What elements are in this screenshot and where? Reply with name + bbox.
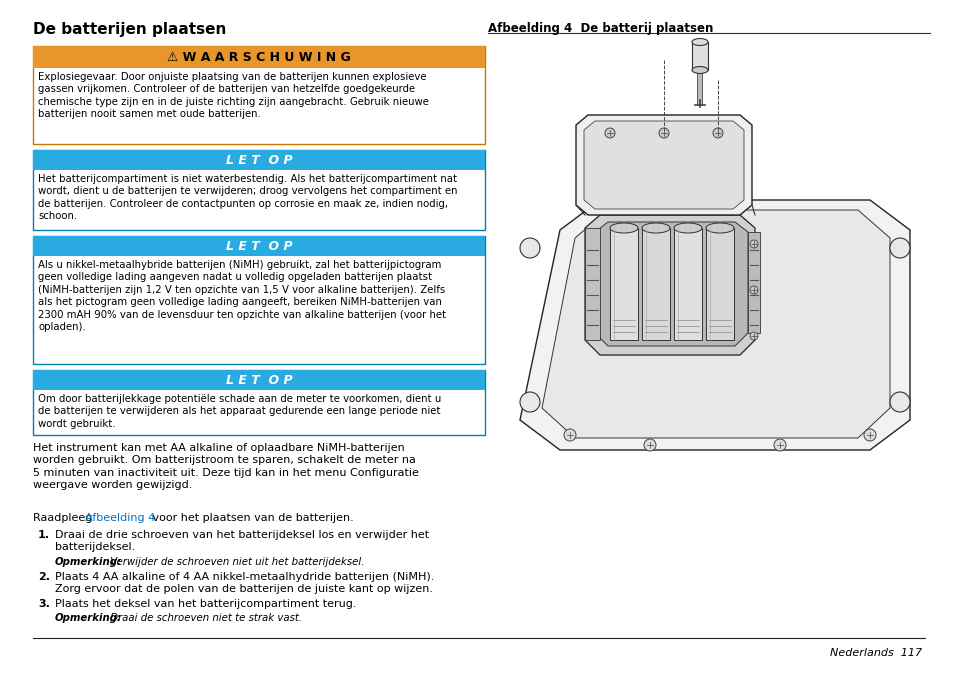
Text: Draai de drie schroeven van het batterijdeksel los en verwijder het
batterijdeks: Draai de drie schroeven van het batterij… bbox=[55, 530, 429, 553]
Text: Plaats het deksel van het batterijcompartiment terug.: Plaats het deksel van het batterijcompar… bbox=[55, 599, 356, 609]
Text: L E T  O P: L E T O P bbox=[226, 374, 292, 386]
Text: Opmerking:: Opmerking: bbox=[55, 557, 122, 567]
Text: 2.: 2. bbox=[38, 572, 50, 582]
Polygon shape bbox=[583, 121, 743, 209]
Circle shape bbox=[749, 240, 758, 248]
Polygon shape bbox=[609, 228, 638, 340]
Text: Draai de schroeven niet te strak vast.: Draai de schroeven niet te strak vast. bbox=[107, 613, 302, 623]
Bar bbox=[33, 370, 484, 435]
Bar bbox=[33, 370, 484, 390]
Text: Plaats 4 AA alkaline of 4 AA nikkel-metaalhydride batterijen (NiMH).
Zorg ervoor: Plaats 4 AA alkaline of 4 AA nikkel-meta… bbox=[55, 572, 434, 594]
Ellipse shape bbox=[705, 223, 733, 233]
Text: Afbeelding 4: Afbeelding 4 bbox=[85, 513, 155, 523]
Bar bbox=[33, 46, 484, 68]
Ellipse shape bbox=[691, 38, 707, 46]
Circle shape bbox=[863, 429, 875, 441]
Bar bbox=[33, 236, 484, 256]
Bar bbox=[33, 236, 484, 364]
Text: Afbeelding 4  De batterij plaatsen: Afbeelding 4 De batterij plaatsen bbox=[488, 22, 713, 35]
Text: 3.: 3. bbox=[38, 599, 50, 609]
Ellipse shape bbox=[673, 223, 701, 233]
Text: Het instrument kan met AA alkaline of oplaadbare NiMH-batterijen
worden gebruikt: Het instrument kan met AA alkaline of op… bbox=[33, 443, 418, 490]
Circle shape bbox=[749, 332, 758, 340]
Bar bbox=[33, 150, 484, 170]
Text: Raadpleeg: Raadpleeg bbox=[33, 513, 95, 523]
Polygon shape bbox=[641, 228, 669, 340]
Text: Opmerking:: Opmerking: bbox=[55, 613, 122, 623]
Polygon shape bbox=[697, 73, 701, 105]
Bar bbox=[33, 46, 484, 144]
Polygon shape bbox=[673, 228, 701, 340]
Circle shape bbox=[519, 392, 539, 412]
Ellipse shape bbox=[691, 67, 707, 73]
Polygon shape bbox=[584, 228, 599, 340]
Circle shape bbox=[712, 128, 722, 138]
Circle shape bbox=[519, 238, 539, 258]
Polygon shape bbox=[576, 115, 751, 215]
Ellipse shape bbox=[641, 223, 669, 233]
Polygon shape bbox=[519, 200, 909, 450]
Polygon shape bbox=[691, 42, 707, 70]
Text: voor het plaatsen van de batterijen.: voor het plaatsen van de batterijen. bbox=[149, 513, 354, 523]
Circle shape bbox=[563, 429, 576, 441]
Polygon shape bbox=[747, 232, 760, 333]
Circle shape bbox=[889, 392, 909, 412]
Circle shape bbox=[643, 439, 656, 451]
Polygon shape bbox=[584, 215, 754, 355]
Polygon shape bbox=[595, 222, 747, 346]
Text: De batterijen plaatsen: De batterijen plaatsen bbox=[33, 22, 226, 37]
Polygon shape bbox=[705, 228, 733, 340]
Text: Nederlands  117: Nederlands 117 bbox=[829, 648, 921, 658]
Text: ⚠ W A A R S C H U W I N G: ⚠ W A A R S C H U W I N G bbox=[167, 50, 351, 63]
Text: Verwijder de schroeven niet uit het batterijdeksel.: Verwijder de schroeven niet uit het batt… bbox=[107, 557, 364, 567]
Text: L E T  O P: L E T O P bbox=[226, 153, 292, 166]
Circle shape bbox=[604, 128, 615, 138]
Ellipse shape bbox=[609, 223, 638, 233]
Text: L E T  O P: L E T O P bbox=[226, 240, 292, 252]
Text: Om door batterijlekkage potentiële schade aan de meter te voorkomen, dient u
de : Om door batterijlekkage potentiële schad… bbox=[38, 394, 441, 429]
Polygon shape bbox=[541, 210, 889, 438]
Circle shape bbox=[749, 286, 758, 294]
Text: Explosiegevaar. Door onjuiste plaatsing van de batterijen kunnen explosieve
gass: Explosiegevaar. Door onjuiste plaatsing … bbox=[38, 72, 429, 119]
Text: Als u nikkel-metaalhybride batterijen (NiMH) gebruikt, zal het batterijpictogram: Als u nikkel-metaalhybride batterijen (N… bbox=[38, 260, 446, 332]
Circle shape bbox=[773, 439, 785, 451]
Circle shape bbox=[889, 238, 909, 258]
Text: 1.: 1. bbox=[38, 530, 50, 540]
Circle shape bbox=[659, 128, 668, 138]
Bar bbox=[33, 150, 484, 230]
Text: Het batterijcompartiment is niet waterbestendig. Als het batterijcompartiment na: Het batterijcompartiment is niet waterbe… bbox=[38, 174, 457, 221]
